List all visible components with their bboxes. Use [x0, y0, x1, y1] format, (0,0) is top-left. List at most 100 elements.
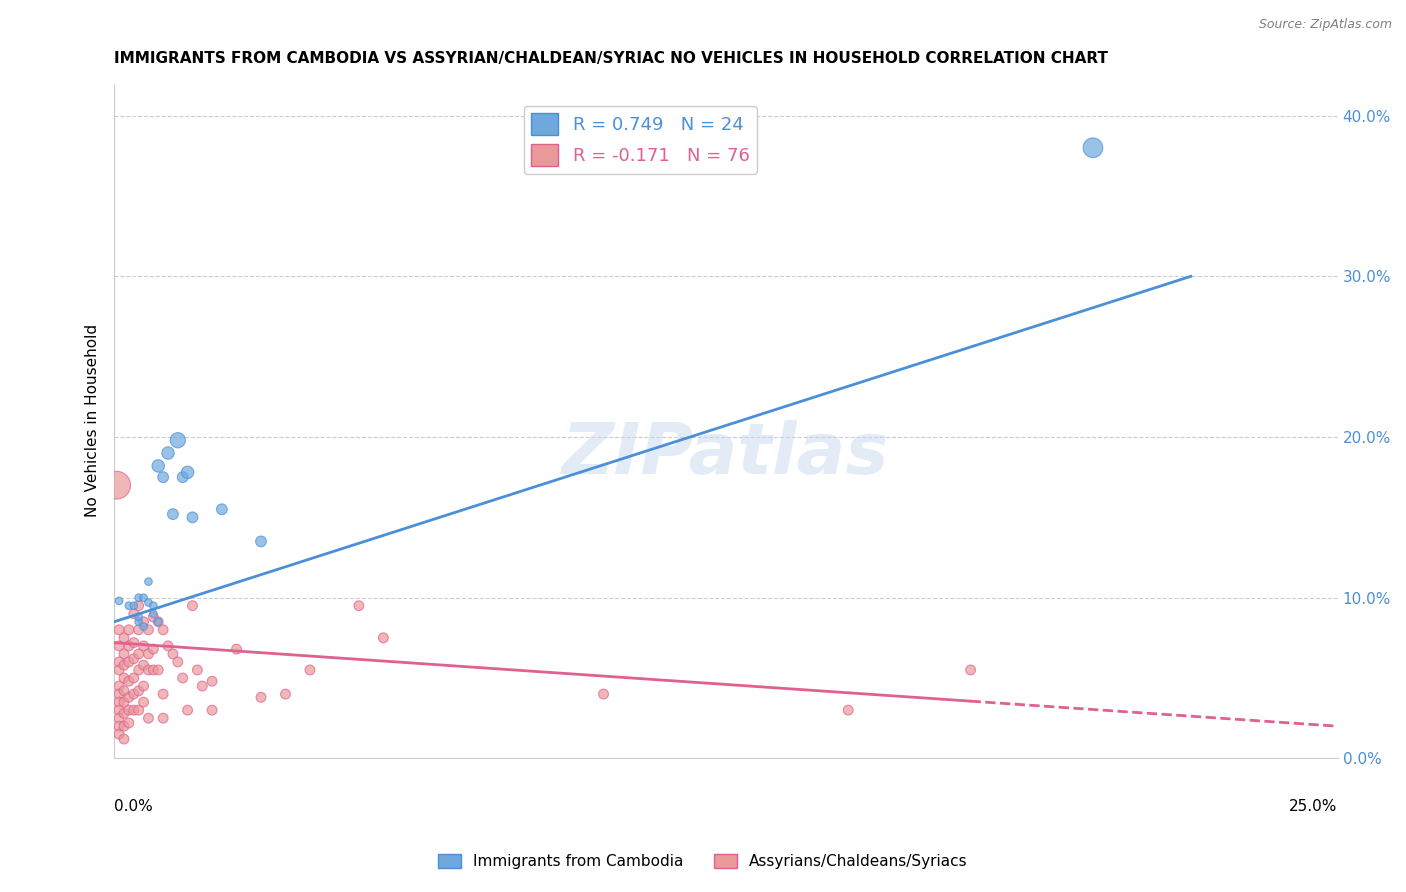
Point: [128, 591, 150, 605]
Legend: Immigrants from Cambodia, Assyrians/Chaldeans/Syriacs: Immigrants from Cambodia, Assyrians/Chal…: [432, 848, 974, 875]
Point: [148, 615, 170, 629]
Point: [108, 695, 131, 709]
Point: [132, 658, 155, 673]
Point: [112, 706, 135, 721]
Point: [118, 716, 141, 731]
Point: [118, 623, 141, 637]
Point: [1081, 141, 1104, 155]
Point: [157, 446, 180, 460]
Point: [148, 663, 170, 677]
Point: [157, 639, 180, 653]
Text: 0.0%: 0.0%: [114, 799, 153, 814]
Point: [108, 639, 131, 653]
Point: [142, 607, 165, 621]
Point: [122, 651, 145, 665]
Point: [148, 458, 170, 473]
Point: [138, 623, 160, 637]
Point: [373, 631, 395, 645]
Point: [112, 695, 135, 709]
Point: [166, 655, 188, 669]
Point: [122, 687, 145, 701]
Point: [138, 647, 160, 661]
Point: [112, 684, 135, 698]
Point: [181, 599, 204, 613]
Point: [118, 655, 141, 669]
Point: [122, 599, 145, 613]
Point: [186, 663, 208, 677]
Point: [148, 615, 170, 629]
Point: [118, 690, 141, 705]
Y-axis label: No Vehicles in Household: No Vehicles in Household: [86, 325, 100, 517]
Point: [105, 478, 128, 492]
Point: [132, 639, 155, 653]
Point: [128, 610, 150, 624]
Point: [118, 599, 141, 613]
Point: [298, 663, 321, 677]
Point: [176, 703, 198, 717]
Point: [128, 663, 150, 677]
Point: [201, 703, 224, 717]
Point: [132, 591, 155, 605]
Point: [172, 470, 194, 484]
Point: [108, 655, 131, 669]
Text: ZIPatlas: ZIPatlas: [562, 420, 890, 489]
Text: IMMIGRANTS FROM CAMBODIA VS ASSYRIAN/CHALDEAN/SYRIAC NO VEHICLES IN HOUSEHOLD CO: IMMIGRANTS FROM CAMBODIA VS ASSYRIAN/CHA…: [114, 51, 1108, 66]
Point: [112, 647, 135, 661]
Point: [138, 595, 160, 609]
Point: [128, 703, 150, 717]
Point: [108, 687, 131, 701]
Point: [959, 663, 981, 677]
Point: [162, 647, 184, 661]
Point: [112, 631, 135, 645]
Point: [138, 663, 160, 677]
Point: [274, 687, 297, 701]
Point: [191, 679, 214, 693]
Point: [250, 690, 273, 705]
Point: [225, 642, 247, 657]
Point: [132, 615, 155, 629]
Point: [176, 466, 198, 480]
Point: [122, 607, 145, 621]
Point: [142, 642, 165, 657]
Point: [108, 623, 131, 637]
Text: 25.0%: 25.0%: [1289, 799, 1337, 814]
Point: [162, 507, 184, 521]
Point: [108, 679, 131, 693]
Point: [837, 703, 859, 717]
Point: [122, 635, 145, 649]
Point: [122, 671, 145, 685]
Legend: R = 0.749   N = 24, R = -0.171   N = 76: R = 0.749 N = 24, R = -0.171 N = 76: [524, 106, 756, 174]
Point: [152, 711, 174, 725]
Point: [118, 674, 141, 689]
Point: [132, 679, 155, 693]
Point: [118, 703, 141, 717]
Point: [128, 599, 150, 613]
Text: Source: ZipAtlas.com: Source: ZipAtlas.com: [1258, 18, 1392, 31]
Point: [181, 510, 204, 524]
Point: [250, 534, 273, 549]
Point: [108, 711, 131, 725]
Point: [108, 663, 131, 677]
Point: [142, 599, 165, 613]
Point: [138, 711, 160, 725]
Point: [122, 703, 145, 717]
Point: [128, 615, 150, 629]
Point: [592, 687, 614, 701]
Point: [132, 695, 155, 709]
Point: [201, 674, 224, 689]
Point: [347, 599, 370, 613]
Point: [152, 470, 174, 484]
Point: [112, 719, 135, 733]
Point: [108, 727, 131, 741]
Point: [128, 647, 150, 661]
Point: [152, 687, 174, 701]
Point: [128, 684, 150, 698]
Point: [211, 502, 233, 516]
Point: [118, 639, 141, 653]
Point: [172, 671, 194, 685]
Point: [108, 719, 131, 733]
Point: [128, 623, 150, 637]
Point: [112, 658, 135, 673]
Point: [142, 610, 165, 624]
Point: [112, 732, 135, 747]
